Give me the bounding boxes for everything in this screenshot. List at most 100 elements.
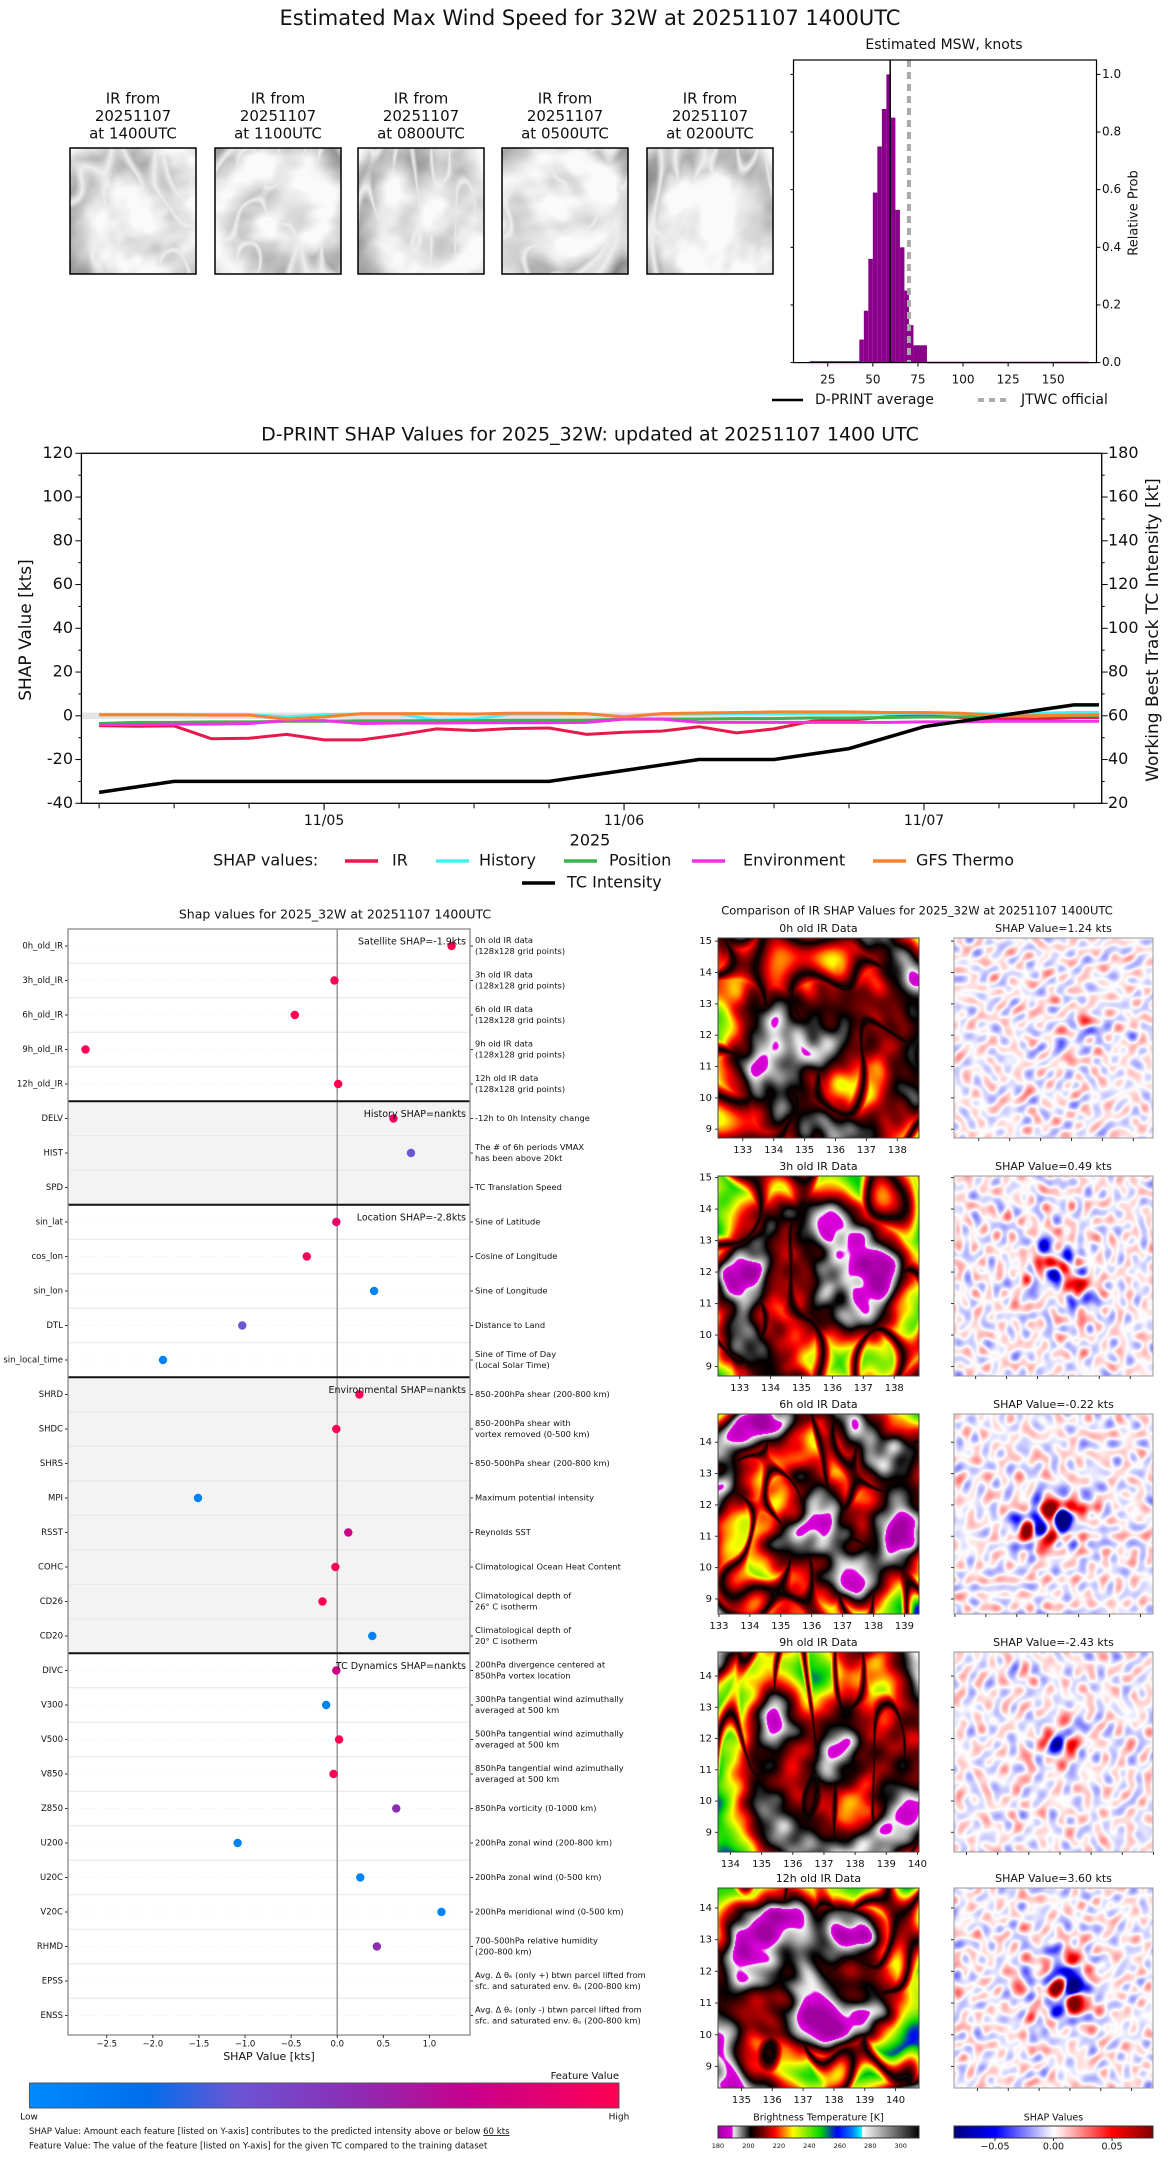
bt-colorbar-tick: 180 bbox=[712, 2142, 724, 2150]
ir-comparison-title: Comparison of IR SHAP Values for 2025_32… bbox=[721, 904, 1113, 918]
shap-point bbox=[330, 976, 339, 985]
lat-tick-label: 15 bbox=[699, 936, 712, 947]
feature-description: 300hPa tangential wind azimuthally bbox=[475, 1694, 624, 1704]
lat-tick-label: 11 bbox=[699, 1765, 712, 1776]
lat-tick-label: 12 bbox=[699, 1267, 712, 1278]
bt-colorbar-tick: 220 bbox=[773, 2142, 785, 2150]
feature-label: ENSS bbox=[40, 2011, 63, 2021]
series-line-tc-intensity bbox=[98, 703, 1099, 795]
feature-description: Sine of Longitude bbox=[475, 1286, 547, 1296]
ir-thumbnail-image bbox=[215, 148, 341, 274]
y-right-tick-label: 100 bbox=[1108, 618, 1139, 637]
shap-heatmap bbox=[954, 1176, 1153, 1376]
shap-point bbox=[406, 1148, 416, 1158]
shap-heatmap bbox=[954, 938, 1153, 1138]
x-tick-label: 150 bbox=[1042, 373, 1065, 387]
y-tick-label: 0 bbox=[63, 705, 73, 724]
lon-tick-label: 135 bbox=[792, 1383, 811, 1394]
lat-tick-label: 9 bbox=[706, 1362, 712, 1373]
thumbnail-frame bbox=[69, 147, 197, 275]
x-tick-label: 50 bbox=[865, 373, 880, 387]
histogram-bar bbox=[904, 290, 909, 363]
lat-tick-label: 11 bbox=[699, 1299, 712, 1310]
y-tick-label: 40 bbox=[53, 618, 73, 637]
lat-tick-label: 13 bbox=[699, 1469, 712, 1480]
ir-brightness-image bbox=[718, 1176, 919, 1376]
shap-map-frame bbox=[953, 1175, 1154, 1377]
ir-brightness-image bbox=[718, 1652, 919, 1852]
thumbnail-caption: 20251107 bbox=[527, 107, 603, 125]
lat-tick-label: 12 bbox=[699, 1966, 712, 1977]
feature-description: 9h old IR data bbox=[475, 1039, 533, 1049]
shap-point bbox=[329, 1769, 338, 1779]
shap-point bbox=[332, 1217, 341, 1227]
lon-tick-label: 138 bbox=[846, 1859, 865, 1870]
ir-panel-title: 6h old IR Data bbox=[779, 1398, 857, 1411]
series-line-gfs-thermo bbox=[99, 710, 1100, 721]
ir-brightness-image bbox=[718, 1888, 919, 2088]
lat-tick-label: 9 bbox=[706, 1124, 712, 1135]
feature-description: TC Translation Speed bbox=[474, 1182, 562, 1192]
feature-label: HIST bbox=[44, 1149, 64, 1159]
feature-description: 6h old IR data bbox=[475, 1004, 533, 1014]
x-tick-label: 125 bbox=[997, 373, 1020, 387]
y-tick-label: 20 bbox=[53, 662, 73, 681]
timeseries-axes bbox=[80, 452, 1103, 804]
lon-tick-label: 134 bbox=[740, 1621, 759, 1632]
y-tick-label: -40 bbox=[47, 793, 73, 812]
bt-colorbar-tick: 280 bbox=[864, 2142, 876, 2150]
y-right-tick-label: 20 bbox=[1108, 793, 1128, 812]
lat-tick-label: 10 bbox=[699, 1093, 712, 1104]
lon-tick-label: 137 bbox=[857, 1145, 876, 1156]
thumbnail-caption: 20251107 bbox=[383, 107, 459, 125]
y-right-tick-label: 40 bbox=[1108, 749, 1128, 768]
histogram-bar bbox=[890, 117, 896, 363]
shap-point bbox=[321, 1700, 331, 1710]
bt-colorbar-tick: 300 bbox=[895, 2142, 907, 2150]
feature-label: EPSS bbox=[42, 1977, 63, 1987]
lat-tick-label: 13 bbox=[699, 999, 712, 1010]
histogram-bar bbox=[899, 247, 905, 363]
shap-map-frame bbox=[953, 937, 1154, 1139]
lon-tick-label: 137 bbox=[833, 1621, 852, 1632]
lat-tick-label: 12 bbox=[699, 1500, 712, 1511]
ir-thumbnail-image bbox=[70, 148, 196, 274]
shap-map-frame bbox=[953, 1413, 1154, 1615]
lon-tick-label: 134 bbox=[721, 1859, 740, 1870]
x-tick-label: 11/05 bbox=[304, 813, 344, 829]
feature-label: RHMD bbox=[37, 1942, 64, 1952]
feature-label: Z850 bbox=[41, 1804, 63, 1814]
lon-tick-label: 135 bbox=[732, 2095, 751, 2106]
group-annotation: Satellite SHAP=-1.9kts bbox=[358, 937, 466, 948]
feature-label: sin_lon bbox=[34, 1287, 63, 1297]
group-annotation: History SHAP=nankts bbox=[364, 1109, 466, 1120]
ir-thumbnail-image bbox=[358, 148, 484, 274]
shap-point bbox=[392, 1804, 401, 1813]
shap-point bbox=[333, 1079, 343, 1089]
feature-label: V20C bbox=[40, 1908, 63, 1918]
feature-description: 0h old IR data bbox=[475, 935, 533, 945]
ir-panel-frame bbox=[717, 1413, 920, 1615]
feature-label: 0h_old_IR bbox=[22, 942, 63, 952]
shap-point bbox=[334, 1735, 344, 1744]
feature-description: The # of 6h periods VMAX bbox=[474, 1142, 584, 1152]
bt-colorbar-tick: 240 bbox=[803, 2142, 815, 2150]
lon-tick-label: 134 bbox=[764, 1145, 783, 1156]
lat-tick-label: 9 bbox=[706, 1594, 712, 1605]
shap-heatmap bbox=[954, 1652, 1153, 1852]
lat-tick-label: 11 bbox=[699, 1062, 712, 1073]
feature-description: 12h old IR data bbox=[475, 1073, 538, 1083]
histogram-bar bbox=[881, 108, 887, 363]
footnote-feature: Feature Value: The value of the feature … bbox=[29, 2142, 488, 2152]
group-annotation: Environmental SHAP=nankts bbox=[328, 1385, 466, 1396]
y-right-tick-label: 120 bbox=[1108, 574, 1139, 593]
ir-panel-frame bbox=[717, 1651, 920, 1853]
shap-heatmap bbox=[954, 1414, 1153, 1614]
x-tick-label: 25 bbox=[820, 373, 835, 387]
lat-tick-label: 14 bbox=[699, 1671, 712, 1682]
x-tick-label: 0.5 bbox=[377, 2040, 391, 2050]
timeseries-ylabel: SHAP Value [kts] bbox=[16, 559, 36, 701]
shap-point bbox=[193, 1493, 203, 1503]
histogram-bar bbox=[863, 310, 869, 363]
